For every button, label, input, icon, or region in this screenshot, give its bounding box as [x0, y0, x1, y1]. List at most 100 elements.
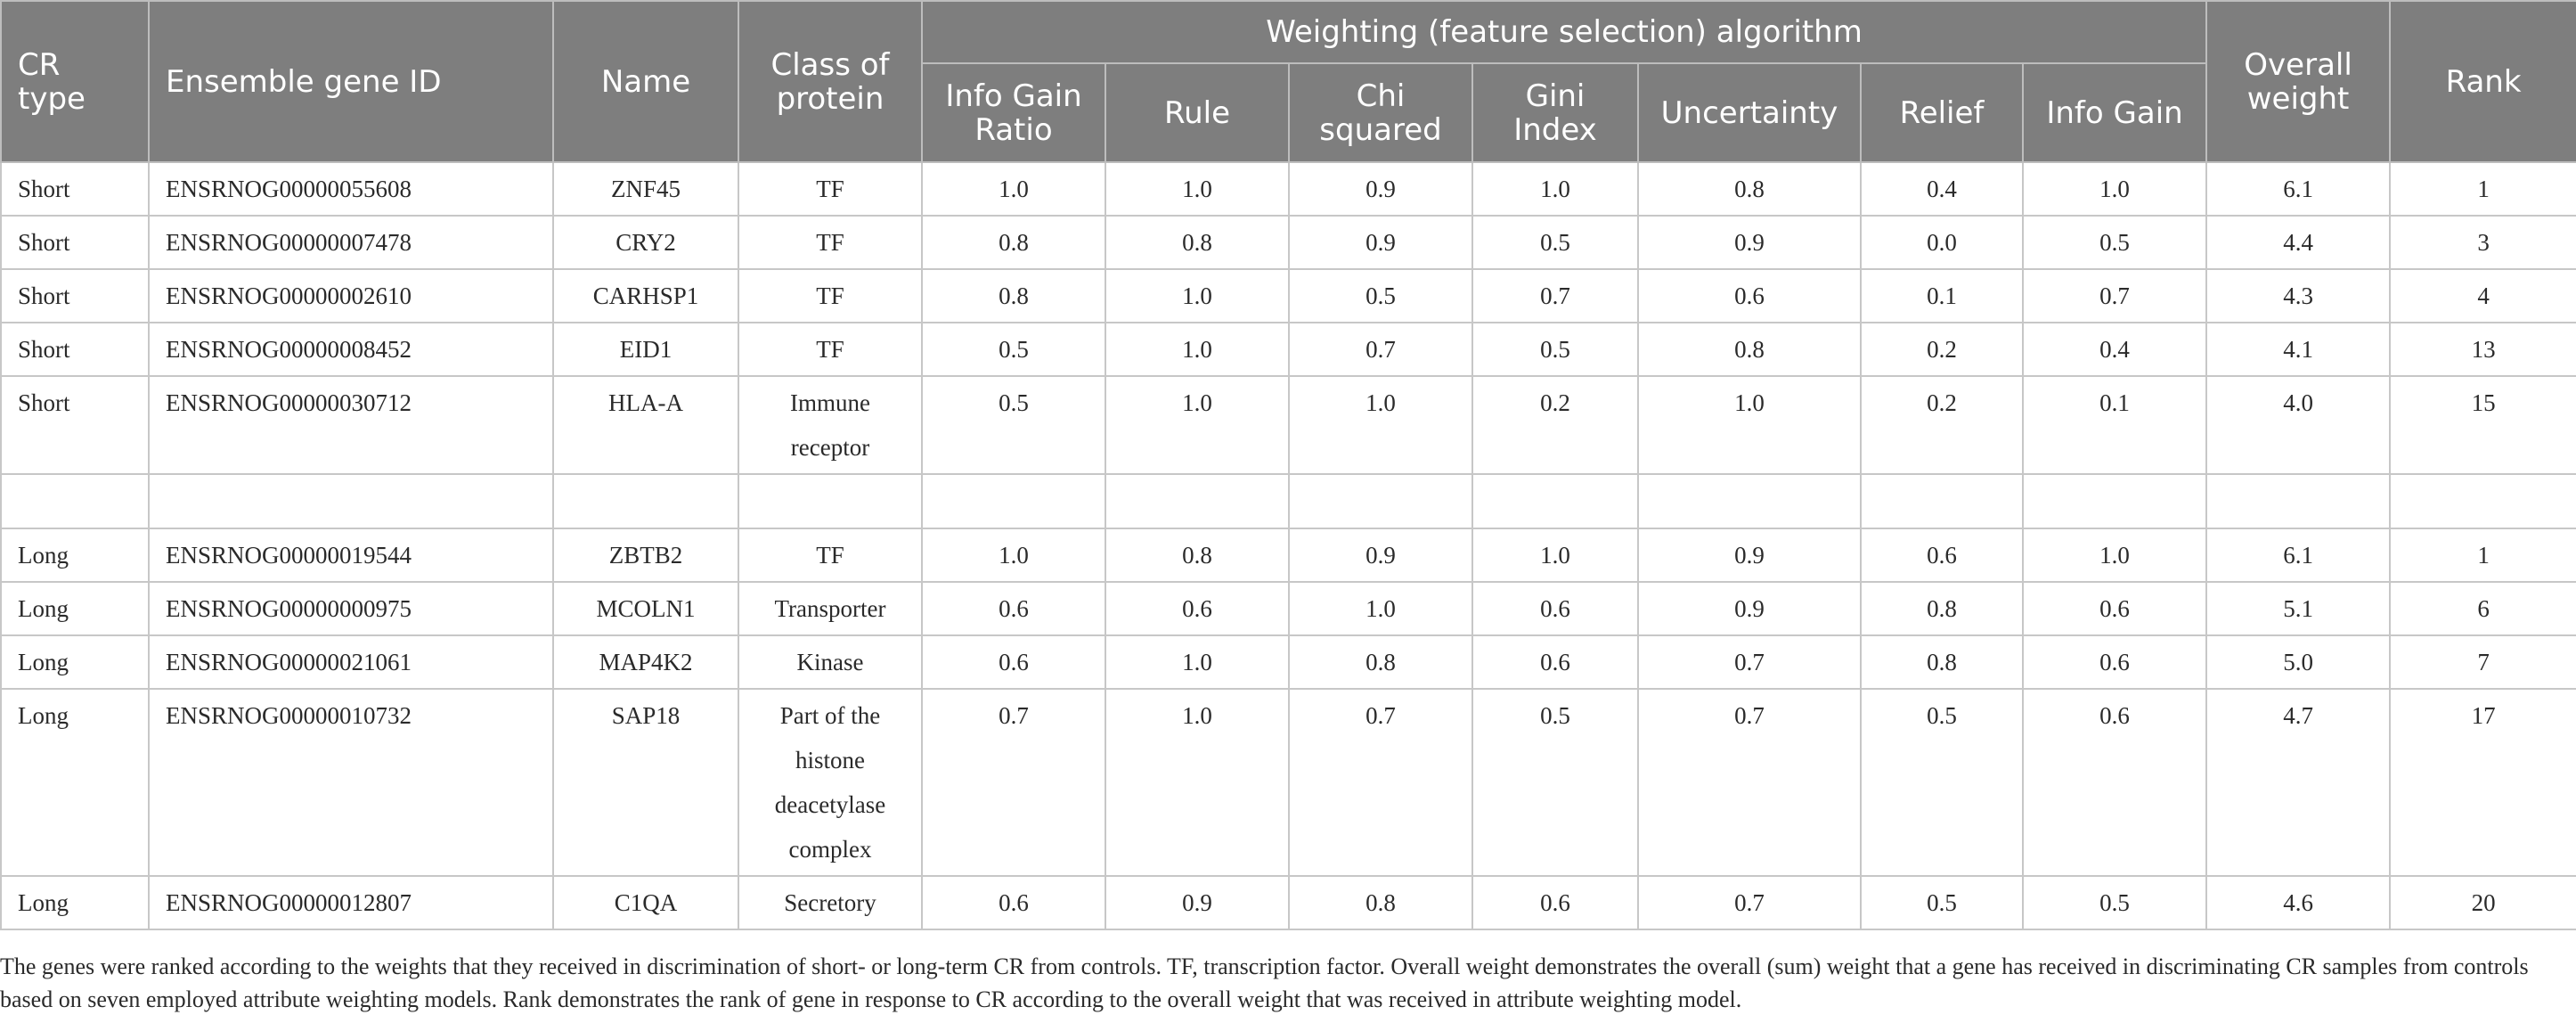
cell-weight: 1.0	[1105, 688, 1290, 877]
cell-gene-id: ENSRNOG00000012807	[148, 875, 554, 930]
cell-overall-weight: 6.1	[2205, 161, 2392, 217]
cell-cr-type: Short	[0, 161, 150, 217]
cell-weight: 0.5	[1471, 688, 1639, 877]
cell-weight: 0.8	[1860, 634, 2024, 690]
cell-weight: 0.6	[1471, 634, 1639, 690]
cell-weight: 0.9	[1105, 875, 1290, 930]
cell-name: CARHSP1	[552, 268, 739, 323]
cell-weight: 0.6	[1105, 581, 1290, 636]
cell-class: Immune receptor	[738, 375, 923, 475]
cell-weight: 0.8	[1637, 161, 1862, 217]
cell-rank: 1	[2389, 528, 2576, 583]
cell-weight: 1.0	[1471, 528, 1639, 583]
table-row: Short ENSRNOG00000008452 EID1 TF 0.5 1.0 0.7 0.…	[0, 322, 2576, 377]
cell-class	[738, 473, 923, 529]
cell-weight: 0.8	[921, 215, 1106, 270]
cell-weight: 0.8	[1288, 875, 1473, 930]
cell-overall-weight: 4.1	[2205, 322, 2392, 377]
cell-cr-type: Short	[0, 322, 150, 377]
cell-name: ZBTB2	[552, 528, 739, 583]
cell-class: TF	[738, 215, 923, 270]
cell-weight: 0.5	[1471, 322, 1639, 377]
cell-overall-weight: 6.1	[2205, 528, 2392, 583]
table-row: Long ENSRNOG00000021061 MAP4K2 Kinase 0.6 1.0…	[0, 634, 2576, 690]
cell-rank: 13	[2389, 322, 2576, 377]
cell-rank: 6	[2389, 581, 2576, 636]
table-footnote: The genes were ranked according to the w…	[0, 953, 2529, 1012]
cell-weight: 0.7	[1288, 322, 1473, 377]
cell-name	[552, 473, 739, 529]
cell-weight: 1.0	[1637, 375, 1862, 475]
header-gini-index: Gini Index	[1471, 62, 1639, 163]
cell-cr-type: Short	[0, 215, 150, 270]
cell-overall-weight: 4.6	[2205, 875, 2392, 930]
cell-overall-weight: 5.0	[2205, 634, 2392, 690]
cell-weight: 0.7	[2021, 268, 2208, 323]
cell-weight: 0.2	[1860, 375, 2024, 475]
header-rank: Rank	[2389, 0, 2576, 163]
cell-weight: 0.7	[1637, 634, 1862, 690]
cell-weight	[2021, 473, 2208, 529]
cell-weight: 1.0	[1105, 322, 1290, 377]
table-body: Short ENSRNOG00000055608 ZNF45 TF 1.0 1.0 0.9 1…	[0, 161, 2576, 930]
table-row: Long ENSRNOG00000019544 ZBTB2 TF 1.0 0.8 0.9 1.…	[0, 528, 2576, 583]
cell-cr-type: Long	[0, 634, 150, 690]
table-row: Long ENSRNOG00000000975 MCOLN1 Transporter 0…	[0, 581, 2576, 636]
cell-rank: 7	[2389, 634, 2576, 690]
cell-gene-id: ENSRNOG00000000975	[148, 581, 554, 636]
cell-class: Part of the histone deacetylase complex	[738, 688, 923, 877]
cell-rank: 4	[2389, 268, 2576, 323]
header-uncertainty: Uncertainty	[1637, 62, 1862, 163]
cell-weight: 0.1	[2021, 375, 2208, 475]
cell-weight: 0.5	[1288, 268, 1473, 323]
cell-cr-type: Long	[0, 528, 150, 583]
cell-class: Kinase	[738, 634, 923, 690]
cell-rank: 20	[2389, 875, 2576, 930]
table-row: Short ENSRNOG00000030712 HLA-A Immune recep…	[0, 375, 2576, 475]
cell-name: ZNF45	[552, 161, 739, 217]
cell-weight: 0.8	[1105, 528, 1290, 583]
cell-weight: 0.8	[1860, 581, 2024, 636]
cell-overall-weight: 4.0	[2205, 375, 2392, 475]
cell-rank	[2389, 473, 2576, 529]
cell-name: MCOLN1	[552, 581, 739, 636]
table-row: Short ENSRNOG00000007478 CRY2 TF 0.8 0.8 0.9 0.…	[0, 215, 2576, 270]
header-overall-weight: Overall weight	[2205, 0, 2392, 163]
cell-gene-id: ENSRNOG00000007478	[148, 215, 554, 270]
cell-weight: 1.0	[1105, 634, 1290, 690]
cell-cr-type: Long	[0, 688, 150, 877]
cell-weight: 1.0	[1288, 375, 1473, 475]
cell-weight: 1.0	[1105, 375, 1290, 475]
cell-gene-id: ENSRNOG00000021061	[148, 634, 554, 690]
header-class: Class of protein	[738, 0, 923, 163]
cell-rank: 17	[2389, 688, 2576, 877]
cell-weight: 0.6	[921, 581, 1106, 636]
cell-weight: 1.0	[921, 528, 1106, 583]
cell-weight	[1288, 473, 1473, 529]
table-row: Short ENSRNOG00000002610 CARHSP1 TF 0.8 1.0 0.…	[0, 268, 2576, 323]
header-name: Name	[552, 0, 739, 163]
cell-weight: 0.9	[1637, 215, 1862, 270]
cell-weight	[1105, 473, 1290, 529]
cell-class: TF	[738, 268, 923, 323]
table-row: Long ENSRNOG00000010732 SAP18 Part of the h…	[0, 688, 2576, 877]
cell-cr-type: Long	[0, 581, 150, 636]
cell-gene-id: ENSRNOG00000019544	[148, 528, 554, 583]
cell-weight: 0.6	[1637, 268, 1862, 323]
cell-weight: 0.5	[1860, 875, 2024, 930]
cell-weight: 0.2	[1860, 322, 2024, 377]
cell-overall-weight: 5.1	[2205, 581, 2392, 636]
cell-weight: 0.7	[1637, 875, 1862, 930]
cell-weight: 0.4	[1860, 161, 2024, 217]
cell-cr-type	[0, 473, 150, 529]
cell-weight	[1471, 473, 1639, 529]
cell-weight: 1.0	[2021, 528, 2208, 583]
cell-gene-id: ENSRNOG00000008452	[148, 322, 554, 377]
cell-weight: 0.6	[1471, 581, 1639, 636]
cell-weight: 1.0	[1288, 581, 1473, 636]
cell-name: EID1	[552, 322, 739, 377]
cell-weight	[1637, 473, 1862, 529]
header-gene-id: Ensemble gene ID	[148, 0, 554, 163]
cell-name: MAP4K2	[552, 634, 739, 690]
cell-weight: 1.0	[1105, 268, 1290, 323]
